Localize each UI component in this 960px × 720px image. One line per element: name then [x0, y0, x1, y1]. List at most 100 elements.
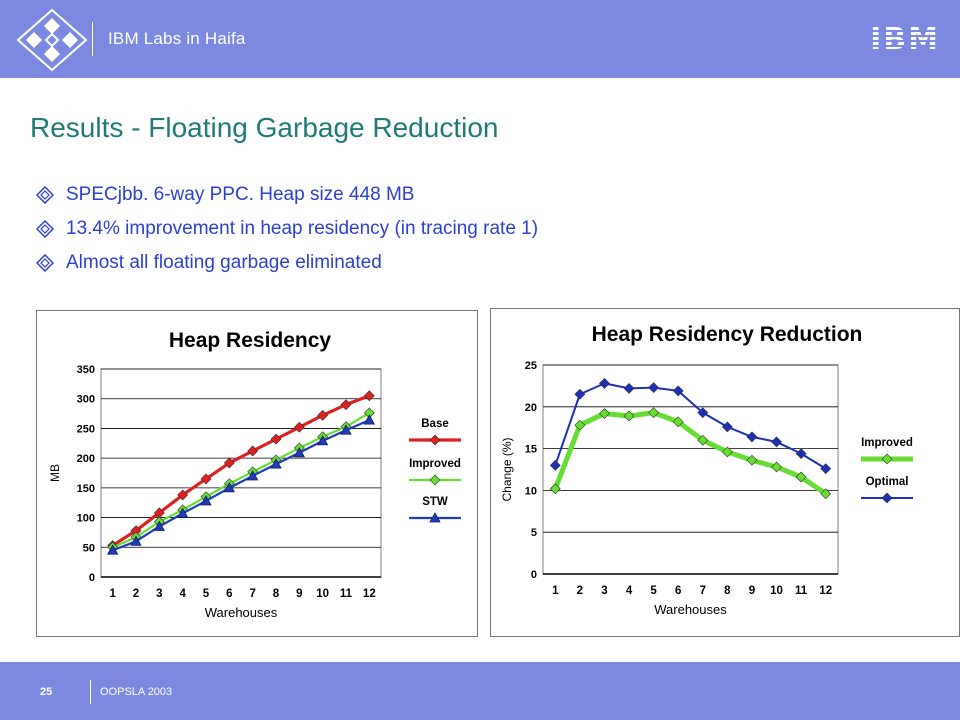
- data-point: [746, 454, 758, 466]
- data-point: [672, 385, 684, 397]
- x-tick-label: 8: [724, 585, 731, 597]
- y-axis-label: MB: [48, 464, 62, 482]
- y-tick-label: 250: [77, 423, 95, 435]
- data-point: [795, 448, 807, 460]
- x-tick-label: 5: [650, 585, 657, 597]
- bullet-text: SPECjbb. 6-way PPC. Heap size 448 MB: [66, 184, 415, 205]
- x-tick-label: 7: [249, 588, 255, 600]
- header-divider: [92, 22, 93, 56]
- x-tick-label: 2: [577, 585, 583, 597]
- data-point: [648, 382, 660, 393]
- data-point: [106, 544, 119, 555]
- bullet-text: 13.4% improvement in heap residency (in …: [66, 218, 539, 239]
- y-tick-label: 25: [525, 360, 537, 372]
- diamond-bullet-icon: [36, 254, 54, 272]
- footer-divider: [90, 680, 91, 704]
- conference-name: OOPSLA 2003: [100, 686, 173, 698]
- legend-marker: [429, 434, 441, 446]
- x-tick-label: 12: [819, 585, 832, 597]
- data-point: [574, 419, 586, 431]
- y-tick-label: 0: [89, 572, 95, 584]
- y-tick-label: 20: [525, 402, 537, 414]
- x-tick-label: 11: [340, 588, 353, 600]
- data-point: [200, 495, 212, 506]
- y-tick-label: 10: [525, 485, 537, 497]
- x-tick-label: 1: [552, 585, 559, 597]
- x-tick-label: 9: [749, 585, 755, 597]
- y-tick-label: 50: [83, 542, 95, 554]
- plot-area: [542, 364, 839, 575]
- data-point: [623, 382, 635, 394]
- data-point: [270, 458, 282, 469]
- data-point: [771, 461, 782, 473]
- x-tick-label: 10: [316, 588, 329, 600]
- chart-title: Heap Residency: [169, 329, 332, 352]
- series-line: [554, 382, 827, 470]
- data-point: [270, 433, 282, 445]
- x-tick-label: 4: [179, 588, 186, 600]
- data-point: [223, 457, 235, 469]
- bullet-text: Almost all floating garbage eliminated: [66, 252, 382, 273]
- page-number: 25: [40, 686, 53, 698]
- y-tick-label: 5: [531, 527, 537, 539]
- plot-area: [100, 368, 382, 578]
- bullet-item: SPECjbb. 6-way PPC. Heap size 448 MB: [36, 178, 538, 212]
- bullet-item: 13.4% improvement in heap residency (in …: [36, 212, 538, 246]
- data-point: [293, 421, 305, 433]
- data-point: [363, 390, 375, 402]
- data-point: [599, 377, 610, 389]
- lab-name: IBM Labs in Haifa: [108, 29, 246, 48]
- x-tick-label: 5: [203, 588, 210, 600]
- data-point: [549, 483, 561, 495]
- x-tick-label: 6: [675, 585, 681, 597]
- data-point: [176, 507, 189, 518]
- data-point: [340, 424, 352, 435]
- footer-bar: [0, 662, 960, 720]
- legend-label: Optimal: [866, 476, 909, 488]
- data-point: [223, 482, 236, 493]
- y-axis-label: Change (%): [500, 437, 514, 501]
- y-tick-label: 15: [525, 444, 537, 456]
- header-bar: [0, 0, 960, 78]
- slide-title: Results - Floating Garbage Reduction: [30, 112, 499, 143]
- ibm-haifa-logo-icon: [16, 8, 88, 72]
- x-tick-label: 10: [770, 585, 783, 597]
- x-tick-label: 7: [700, 585, 706, 597]
- legend-marker: [429, 474, 441, 486]
- data-point: [697, 407, 709, 419]
- data-point: [721, 446, 733, 458]
- heap-residency-chart: Heap Residency 0 50 100 150 200 250 300 350 1 2 3 4 5…: [36, 310, 478, 637]
- legend-label: Base: [421, 418, 449, 430]
- series-line: [112, 412, 370, 549]
- data-point: [153, 520, 166, 531]
- legend-marker: [429, 512, 441, 523]
- ibm-brand-logo: IBM: [870, 22, 940, 57]
- data-point: [317, 409, 329, 421]
- data-point: [200, 473, 212, 485]
- series-line: [552, 410, 828, 496]
- x-tick-label: 8: [273, 588, 280, 600]
- y-tick-label: 150: [77, 483, 95, 495]
- x-tick-label: 9: [296, 588, 302, 600]
- x-tick-label: 11: [795, 585, 808, 597]
- data-point: [293, 446, 306, 458]
- legend-marker: [881, 453, 893, 465]
- x-axis-label: Warehouses: [205, 605, 278, 620]
- data-point: [316, 435, 329, 446]
- data-point: [549, 459, 561, 471]
- data-point: [247, 445, 259, 457]
- data-point: [746, 431, 758, 443]
- x-tick-label: 6: [226, 588, 232, 600]
- data-point: [697, 434, 709, 446]
- x-tick-label: 2: [133, 588, 139, 600]
- y-tick-label: 350: [77, 364, 95, 376]
- data-point: [771, 436, 782, 448]
- data-point: [363, 414, 376, 425]
- y-tick-label: 200: [77, 453, 95, 465]
- bullet-item: Almost all floating garbage eliminated: [36, 246, 538, 280]
- data-point: [795, 471, 807, 483]
- y-tick-label: 0: [531, 569, 537, 581]
- x-tick-label: 4: [626, 585, 633, 597]
- data-point: [648, 407, 660, 419]
